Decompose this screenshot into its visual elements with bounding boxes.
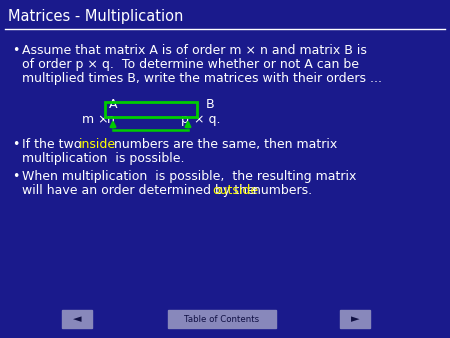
Text: numbers.: numbers. — [248, 184, 312, 197]
Text: numbers are the same, then matrix: numbers are the same, then matrix — [109, 138, 337, 151]
Text: ◄: ◄ — [73, 314, 81, 324]
Text: •: • — [12, 170, 19, 183]
Text: n: n — [107, 113, 115, 126]
Text: •: • — [12, 44, 19, 57]
Text: × q.: × q. — [190, 113, 220, 126]
Text: B: B — [206, 98, 214, 111]
Text: of order p × q.  To determine whether or not A can be: of order p × q. To determine whether or … — [22, 58, 359, 71]
Text: Matrices - Multiplication: Matrices - Multiplication — [8, 8, 184, 24]
Text: outside: outside — [212, 184, 259, 197]
Text: will have an order determined by the: will have an order determined by the — [22, 184, 259, 197]
Bar — [168, 310, 276, 328]
Text: inside: inside — [79, 138, 116, 151]
Text: ►: ► — [351, 314, 359, 324]
Text: If the two: If the two — [22, 138, 86, 151]
Text: •: • — [12, 138, 19, 151]
Bar — [62, 310, 92, 328]
Text: m ×: m × — [82, 113, 112, 126]
Text: Table of Contents: Table of Contents — [184, 314, 260, 323]
Text: Assume that matrix A is of order m × n and matrix B is: Assume that matrix A is of order m × n a… — [22, 44, 367, 57]
Bar — [105, 102, 197, 117]
Text: multiplied times B, write the matrices with their orders ...: multiplied times B, write the matrices w… — [22, 72, 382, 85]
Text: When multiplication  is possible,  the resulting matrix: When multiplication is possible, the res… — [22, 170, 356, 183]
Text: multiplication  is possible.: multiplication is possible. — [22, 152, 184, 165]
Text: A: A — [109, 98, 117, 111]
Bar — [340, 310, 370, 328]
Text: p: p — [181, 113, 189, 126]
